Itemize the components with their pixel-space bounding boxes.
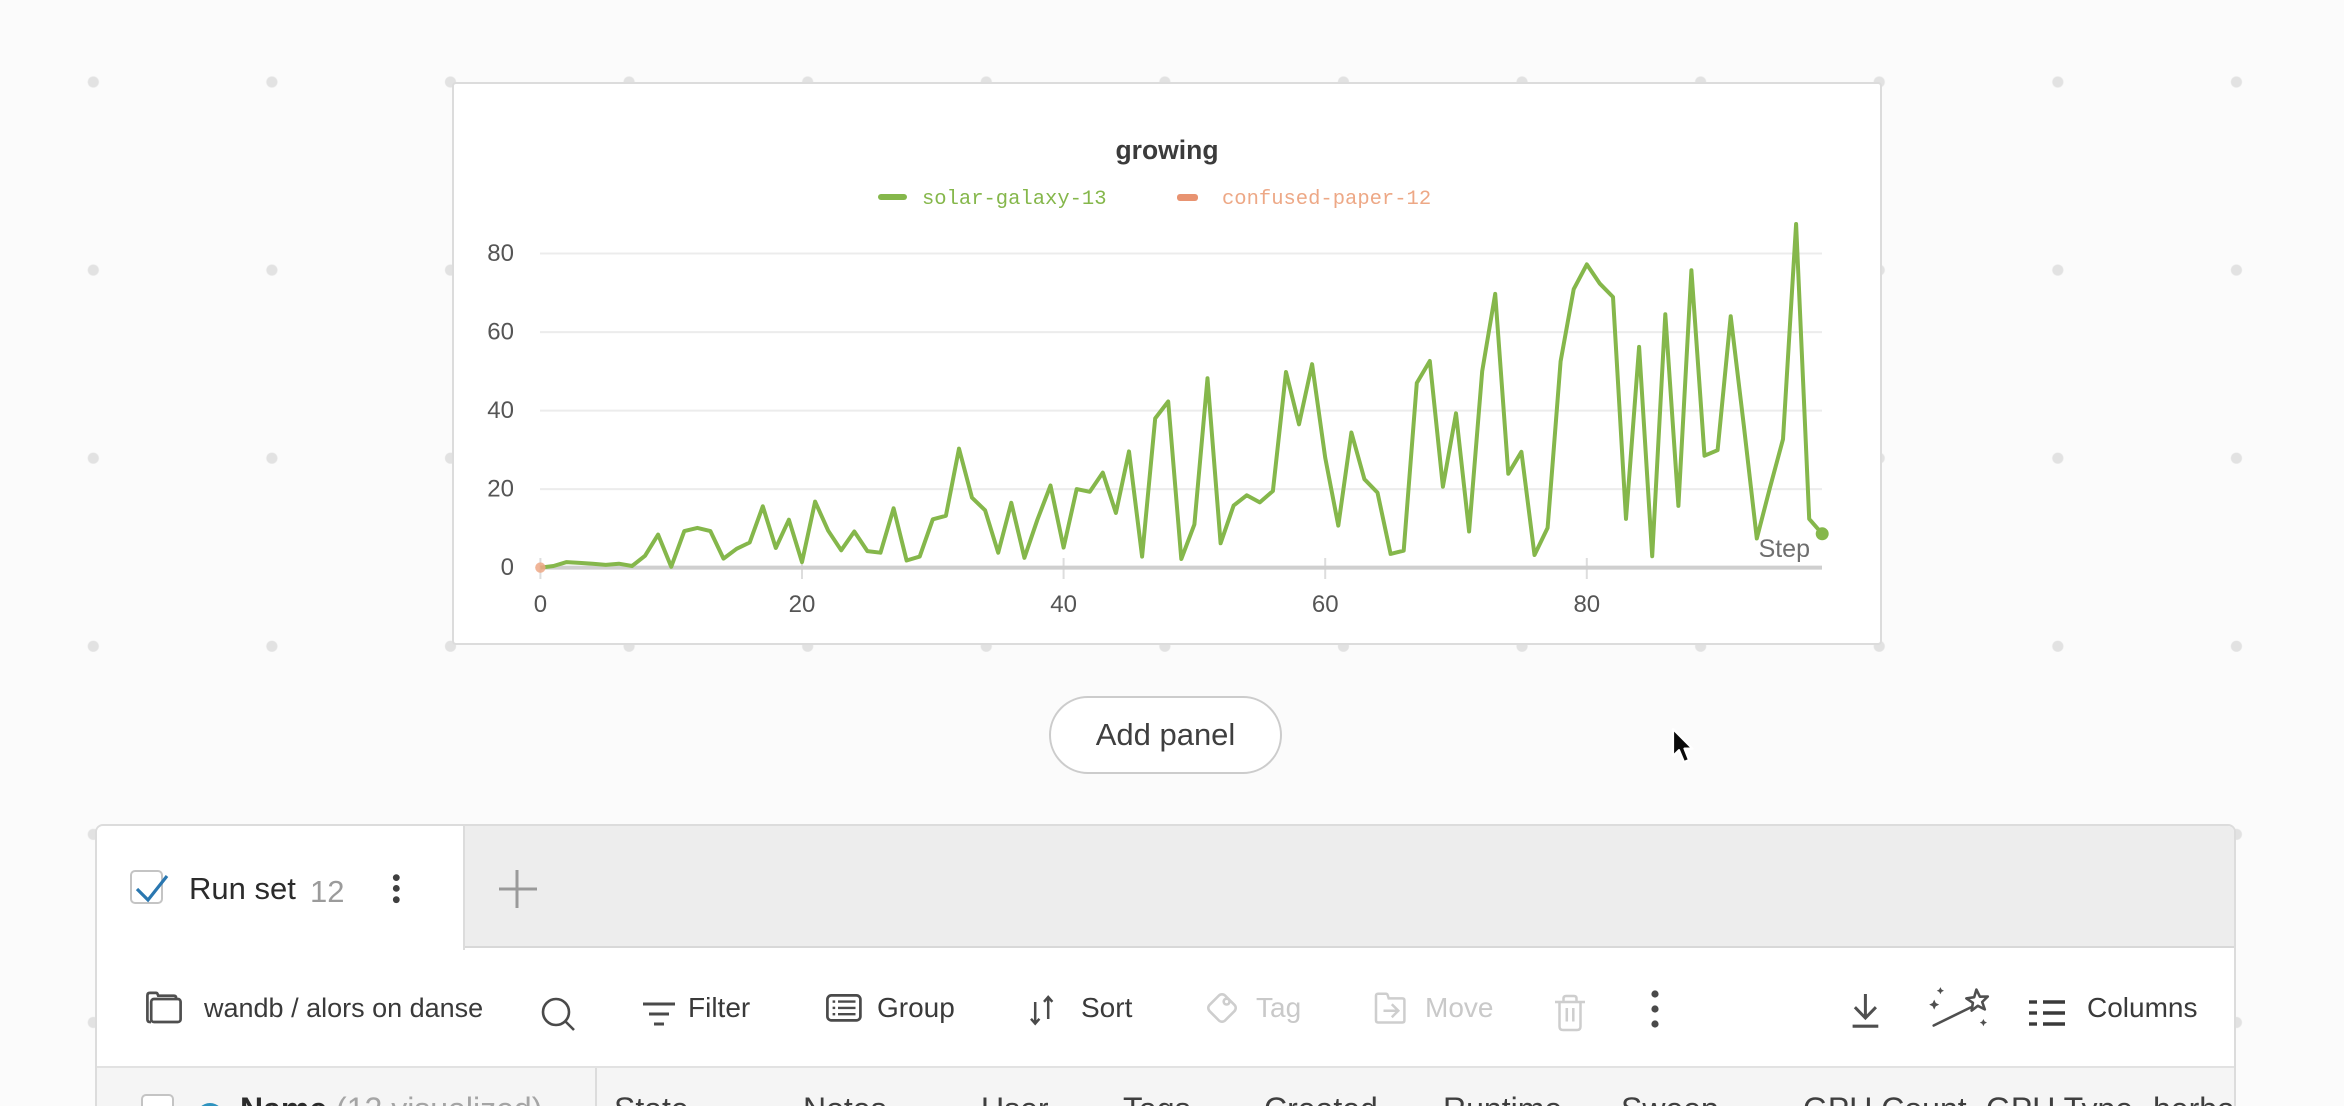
svg-text:40: 40 [487,397,514,424]
svg-text:20: 20 [487,476,514,503]
svg-text:0: 0 [534,591,547,618]
svg-text:Step: Step [1759,535,1810,563]
svg-text:40: 40 [1050,591,1077,618]
svg-text:20: 20 [789,591,816,618]
svg-text:0: 0 [501,554,514,581]
svg-text:80: 80 [487,240,514,267]
svg-text:60: 60 [1312,591,1339,618]
svg-text:60: 60 [487,319,514,346]
svg-text:80: 80 [1573,591,1600,618]
